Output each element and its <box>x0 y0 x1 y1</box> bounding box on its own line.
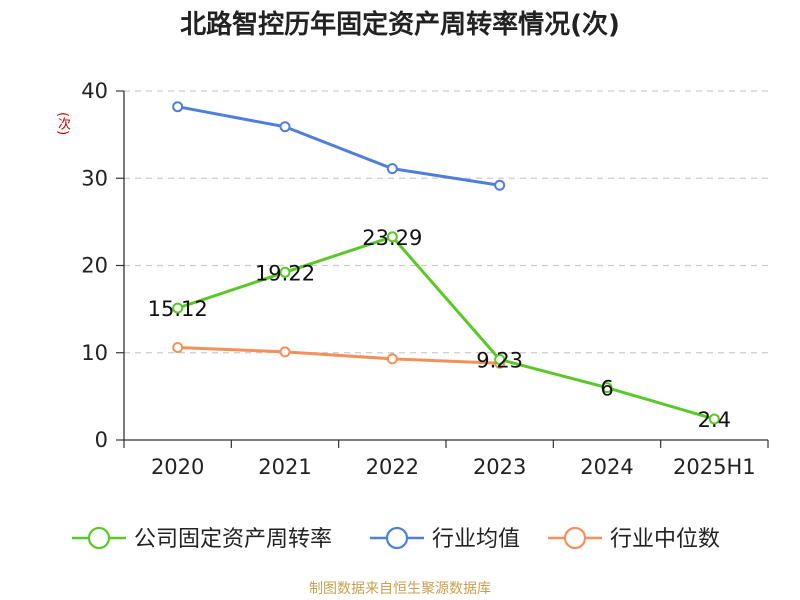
data-point <box>386 231 398 243</box>
legend-label: 行业中位数 <box>610 527 720 552</box>
data-label: 19.22 <box>255 261 315 285</box>
data-point <box>601 382 613 394</box>
data-label: 2.4 <box>698 408 731 432</box>
y-tick-label: 20 <box>81 254 108 278</box>
data-label: 23.29 <box>362 226 422 250</box>
chart-title: 北路智控历年固定资产周转率情况(次) <box>180 10 620 40</box>
y-tick-label: 0 <box>95 428 108 452</box>
series-line-2 <box>177 346 500 365</box>
x-tick-label: 2023 <box>473 455 526 479</box>
data-point <box>172 342 184 354</box>
data-point <box>386 163 398 175</box>
legend-swatch-marker <box>563 526 587 550</box>
series-line-0 <box>177 235 715 421</box>
x-tick-label: 2022 <box>366 455 419 479</box>
data-label: 15.12 <box>148 297 208 321</box>
source-note: 制图数据来自恒生聚源数据库 <box>309 581 491 597</box>
data-point <box>386 353 398 365</box>
y-tick-label: 10 <box>81 341 108 365</box>
legend: 公司固定资产周转率 行业均值 行业中位数 <box>72 526 720 552</box>
legend-swatch-marker <box>87 526 111 550</box>
data-point <box>279 121 291 133</box>
data-point <box>279 266 291 278</box>
x-tick-label: 2021 <box>258 455 311 479</box>
series-line-1 <box>177 105 500 187</box>
y-tick-label: 30 <box>81 166 108 190</box>
x-tick-label: 2025H1 <box>673 455 756 479</box>
data-label: 9.23 <box>476 348 523 372</box>
data-label-layer: 15.12 19.22 23.29 9.23 6 2.4 <box>148 226 731 432</box>
legend-swatch-marker <box>385 526 409 550</box>
legend-label: 行业均值 <box>432 527 520 552</box>
data-label: 6 <box>600 377 613 401</box>
axis-layer: 0 10 20 30 40 2020 2021 2022 2023 2024 2025H1 <box>81 79 769 479</box>
data-point <box>708 413 720 425</box>
legend-label: 公司固定资产周转率 <box>134 527 332 552</box>
series-layer <box>172 101 720 425</box>
x-tick-label: 2020 <box>151 455 204 479</box>
data-point <box>279 346 291 358</box>
data-point <box>494 179 506 191</box>
grid-layer <box>124 90 768 354</box>
data-point <box>172 302 184 314</box>
y-tick-label: 40 <box>81 79 108 103</box>
data-point <box>494 353 506 365</box>
data-point <box>172 101 184 113</box>
y-axis-label: (次) <box>55 112 70 136</box>
x-tick-label: 2024 <box>580 455 633 479</box>
